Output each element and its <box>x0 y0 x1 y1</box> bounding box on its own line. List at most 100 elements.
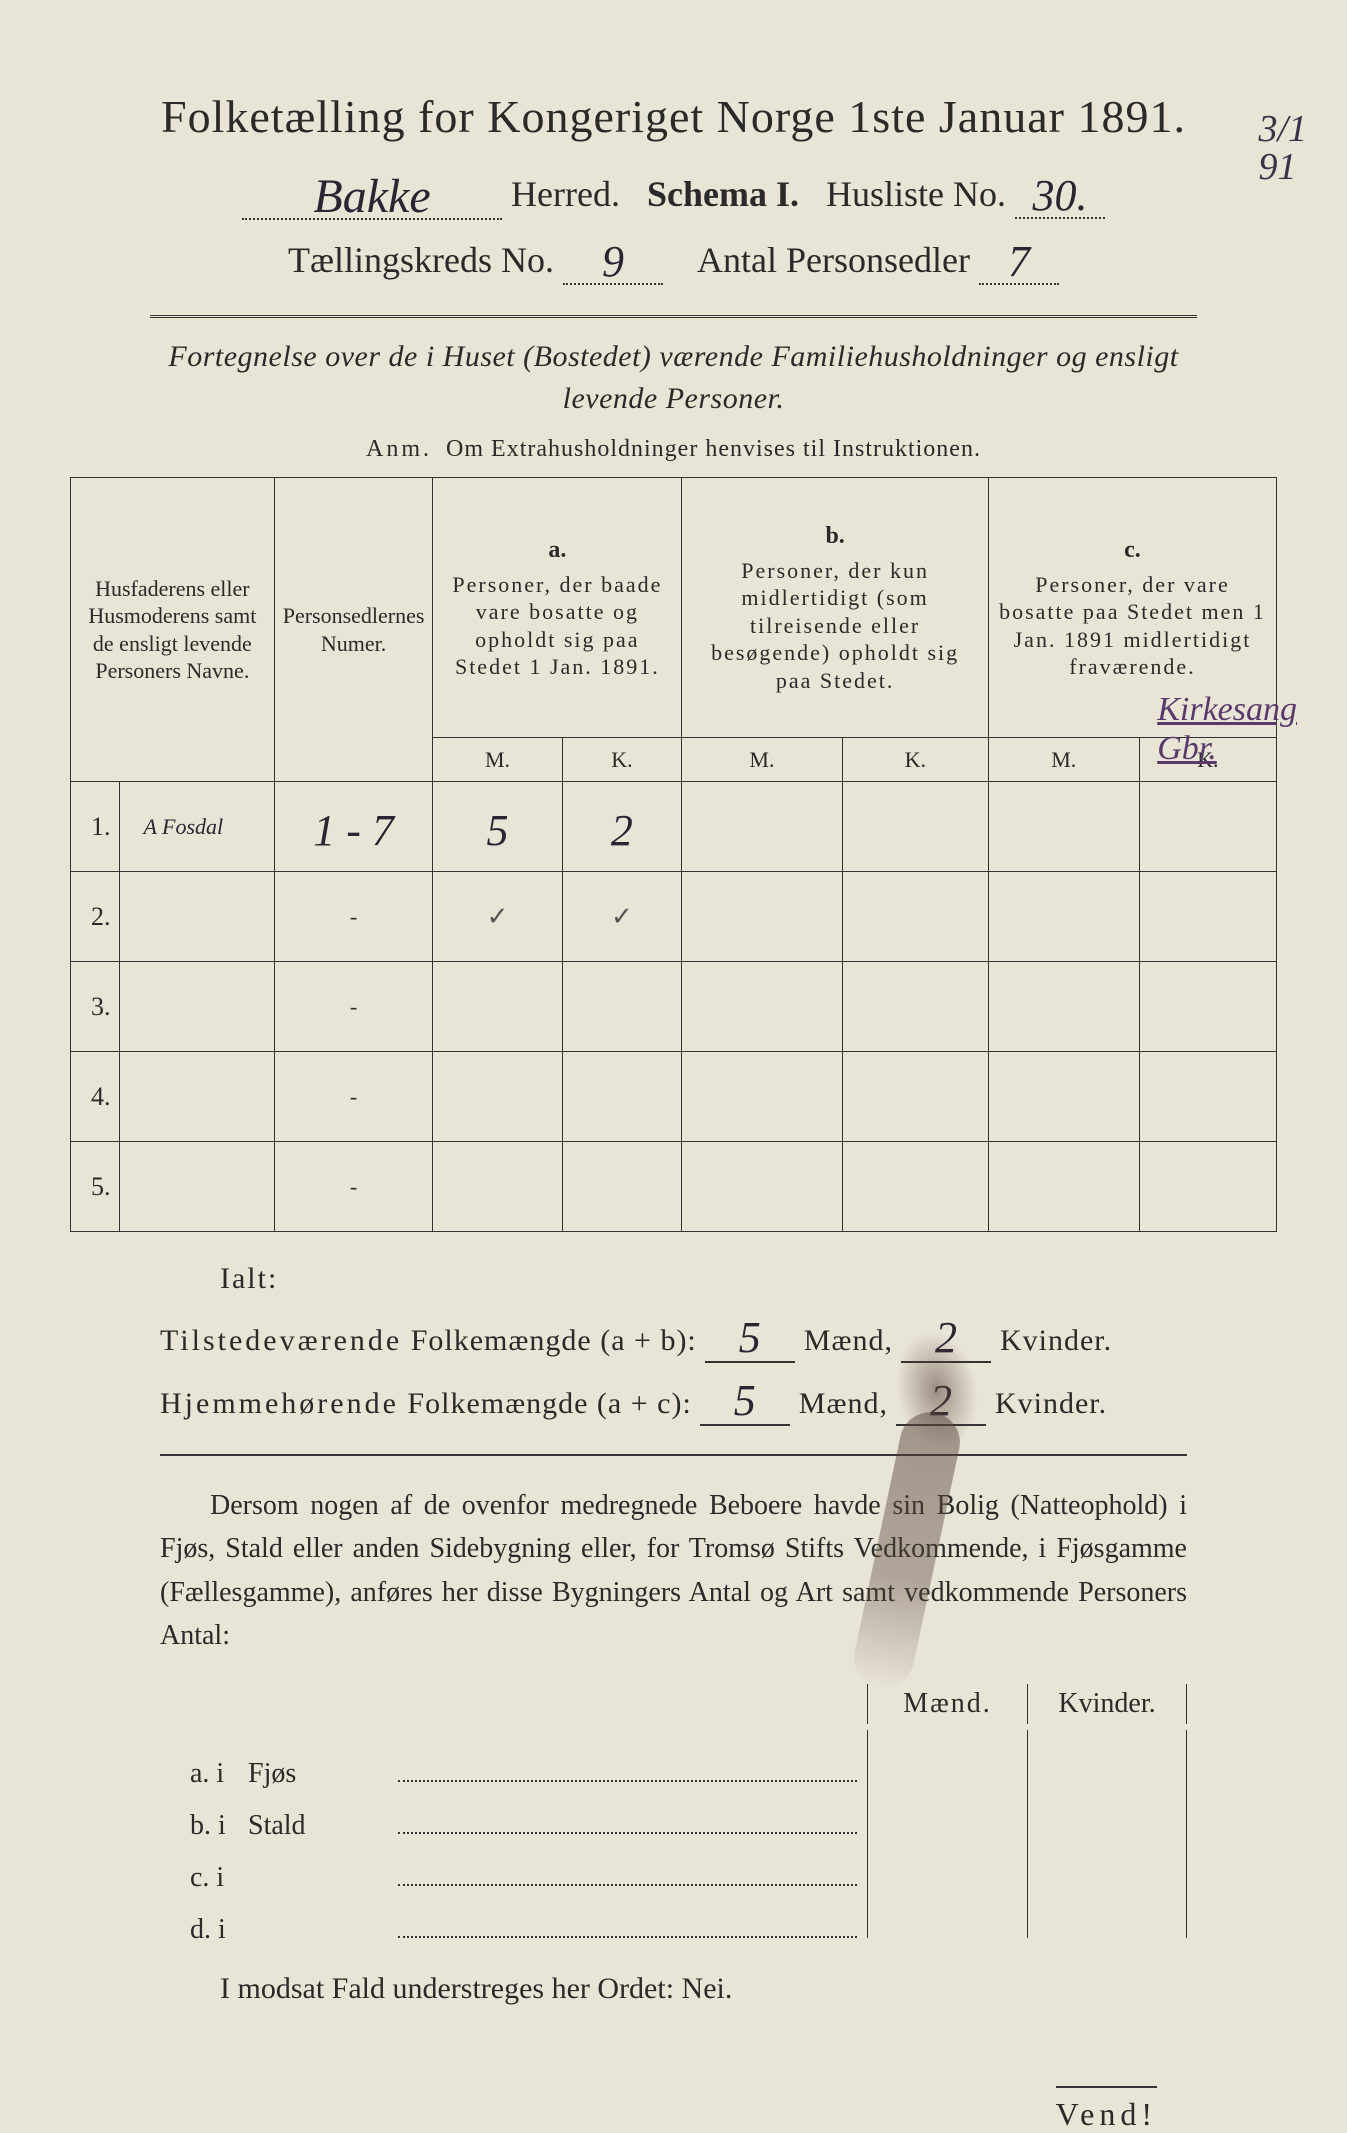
row-b-m <box>682 1142 842 1232</box>
subrow-key: c. i <box>190 1862 248 1894</box>
sum-resident: Hjemmehørende Folkemængde (a + c): 5 Mæn… <box>160 1373 1277 1426</box>
dotted-fill <box>398 1918 857 1938</box>
divider-top <box>150 315 1197 318</box>
kreds-line: Tællingskreds No. 9 Antal Personsedler 7 <box>70 232 1277 285</box>
row-numer: - <box>274 1142 433 1232</box>
col-b-header: b. Personer, der kun midlertidigt (som t… <box>682 478 989 738</box>
table-row: 5. - <box>71 1142 1277 1232</box>
page-title: Folketælling for Kongeriget Norge 1ste J… <box>70 90 1277 143</box>
row-index: 4. <box>71 1052 120 1142</box>
subrow-m <box>867 1782 1027 1834</box>
col-c-m: M. <box>988 738 1139 782</box>
row-name <box>119 962 274 1052</box>
row-b-k <box>842 1142 988 1232</box>
row-name <box>119 1052 274 1142</box>
col-c-text: Personer, der vare bosatte paa Stedet me… <box>999 572 1266 680</box>
form-subtitle: Fortegnelse over de i Huset (Bostedet) v… <box>160 336 1187 420</box>
row-c-m <box>988 1142 1139 1232</box>
kreds-value: 9 <box>602 237 624 286</box>
sum1-m: 5 <box>739 1313 762 1362</box>
table-row: 4. - <box>71 1052 1277 1142</box>
col-name-header: Husfaderens eller Husmoderens samt de en… <box>71 478 275 782</box>
outbuilding-paragraph: Dersom nogen af de ovenfor medregnede Be… <box>160 1484 1187 1658</box>
subrow-m <box>867 1834 1027 1886</box>
margin-date-bottom: 91 <box>1258 146 1296 188</box>
sum2-mid: Folkemængde (a + c): <box>407 1387 691 1420</box>
row-a-m: ✓ <box>433 872 562 962</box>
margin-occupation-note: Kirkesang Gbr. <box>1157 690 1297 768</box>
col-c-label: c. <box>997 535 1268 565</box>
subrow-k <box>1027 1782 1187 1834</box>
subrow-name: Fjøs <box>248 1758 398 1790</box>
row-b-k <box>842 782 988 872</box>
col-b-text: Personer, der kun midlertidigt (som tilr… <box>711 558 959 693</box>
sum-present: Tilstedeværende Folkemængde (a + b): 5 M… <box>160 1310 1277 1363</box>
dotted-fill <box>398 1762 857 1782</box>
table-row: 1. A Fosdal 1 - 7 5 2 <box>71 782 1277 872</box>
row-b-k <box>842 1052 988 1142</box>
col-a-k: K. <box>562 738 682 782</box>
row-index: 2. <box>71 872 120 962</box>
herred-label: Herred. <box>511 174 620 214</box>
dotted-fill <box>398 1866 857 1886</box>
row-name: A Fosdal <box>119 782 274 872</box>
row-b-m <box>682 872 842 962</box>
row-index: 1. <box>71 782 120 872</box>
row-b-k <box>842 962 988 1052</box>
row-name <box>119 1142 274 1232</box>
row-numer: - <box>274 872 433 962</box>
row-c-m <box>988 962 1139 1052</box>
vend-label: Vend! <box>1056 2086 1157 2133</box>
census-tbody: 1. A Fosdal 1 - 7 5 2 2. - ✓ ✓ <box>71 782 1277 1232</box>
col-b-m: M. <box>682 738 842 782</box>
row-numer: - <box>274 962 433 1052</box>
row-index: 5. <box>71 1142 120 1232</box>
row-c-m <box>988 872 1139 962</box>
kreds-label: Tællingskreds No. <box>288 240 554 280</box>
row-c-m <box>988 782 1139 872</box>
col-b-label: b. <box>690 521 980 551</box>
row-a-k: 2 <box>562 782 682 872</box>
col-name-text: Husfaderens eller Husmoderens samt de en… <box>88 576 256 684</box>
col-a-text: Personer, der baade vare bosatte og opho… <box>452 572 662 680</box>
nei-line: I modsat Fald understreges her Ordet: Ne… <box>220 1972 1277 2006</box>
row-a-m: 5 <box>433 782 562 872</box>
row-b-m <box>682 1052 842 1142</box>
husliste-value: 30. <box>1032 171 1087 220</box>
subrow-name: Stald <box>248 1810 398 1842</box>
outbuilding-table: a. i Fjøs b. i Stald c. i d. i <box>190 1730 1187 1938</box>
subrow-key: d. i <box>190 1914 248 1946</box>
census-form: 3/1 91 Folketælling for Kongeriget Norge… <box>70 90 1277 2006</box>
antal-label: Antal Personsedler <box>697 240 970 280</box>
husliste-label: Husliste No. <box>826 174 1006 214</box>
divider-mid <box>160 1454 1187 1456</box>
row-numer: 1 - 7 <box>274 782 433 872</box>
row-a-m <box>433 962 562 1052</box>
row-b-k <box>842 872 988 962</box>
row-a-k <box>562 1142 682 1232</box>
margin-note-l2: Gbr. <box>1157 730 1217 767</box>
subrow-k <box>1027 1730 1187 1782</box>
row-c-k <box>1139 872 1276 962</box>
subrow-m <box>867 1886 1027 1938</box>
row-b-m <box>682 782 842 872</box>
sum2-label: Hjemmehørende <box>160 1387 399 1420</box>
sum1-kl: Kvinder. <box>1000 1324 1112 1357</box>
sum2-m: 5 <box>734 1376 757 1425</box>
margin-date-top: 3/1 <box>1258 108 1307 150</box>
margin-note-l1: Kirkesang <box>1157 691 1297 728</box>
schema-label: Schema I. <box>647 174 799 214</box>
row-a-k <box>562 1052 682 1142</box>
col-numer-header: Personsedlernes Numer. <box>274 478 433 782</box>
census-table: Husfaderens eller Husmoderens samt de en… <box>70 477 1277 1232</box>
row-c-k <box>1139 782 1276 872</box>
row-a-m <box>433 1142 562 1232</box>
subrow-m <box>867 1730 1027 1782</box>
row-numer: - <box>274 1052 433 1142</box>
row-c-k <box>1139 1142 1276 1232</box>
subrow: d. i <box>190 1886 1187 1938</box>
herred-value: Bakke <box>313 170 430 223</box>
row-c-k <box>1139 1052 1276 1142</box>
ialt-label: Ialt: <box>220 1262 1277 1296</box>
dotted-fill <box>398 1814 857 1834</box>
